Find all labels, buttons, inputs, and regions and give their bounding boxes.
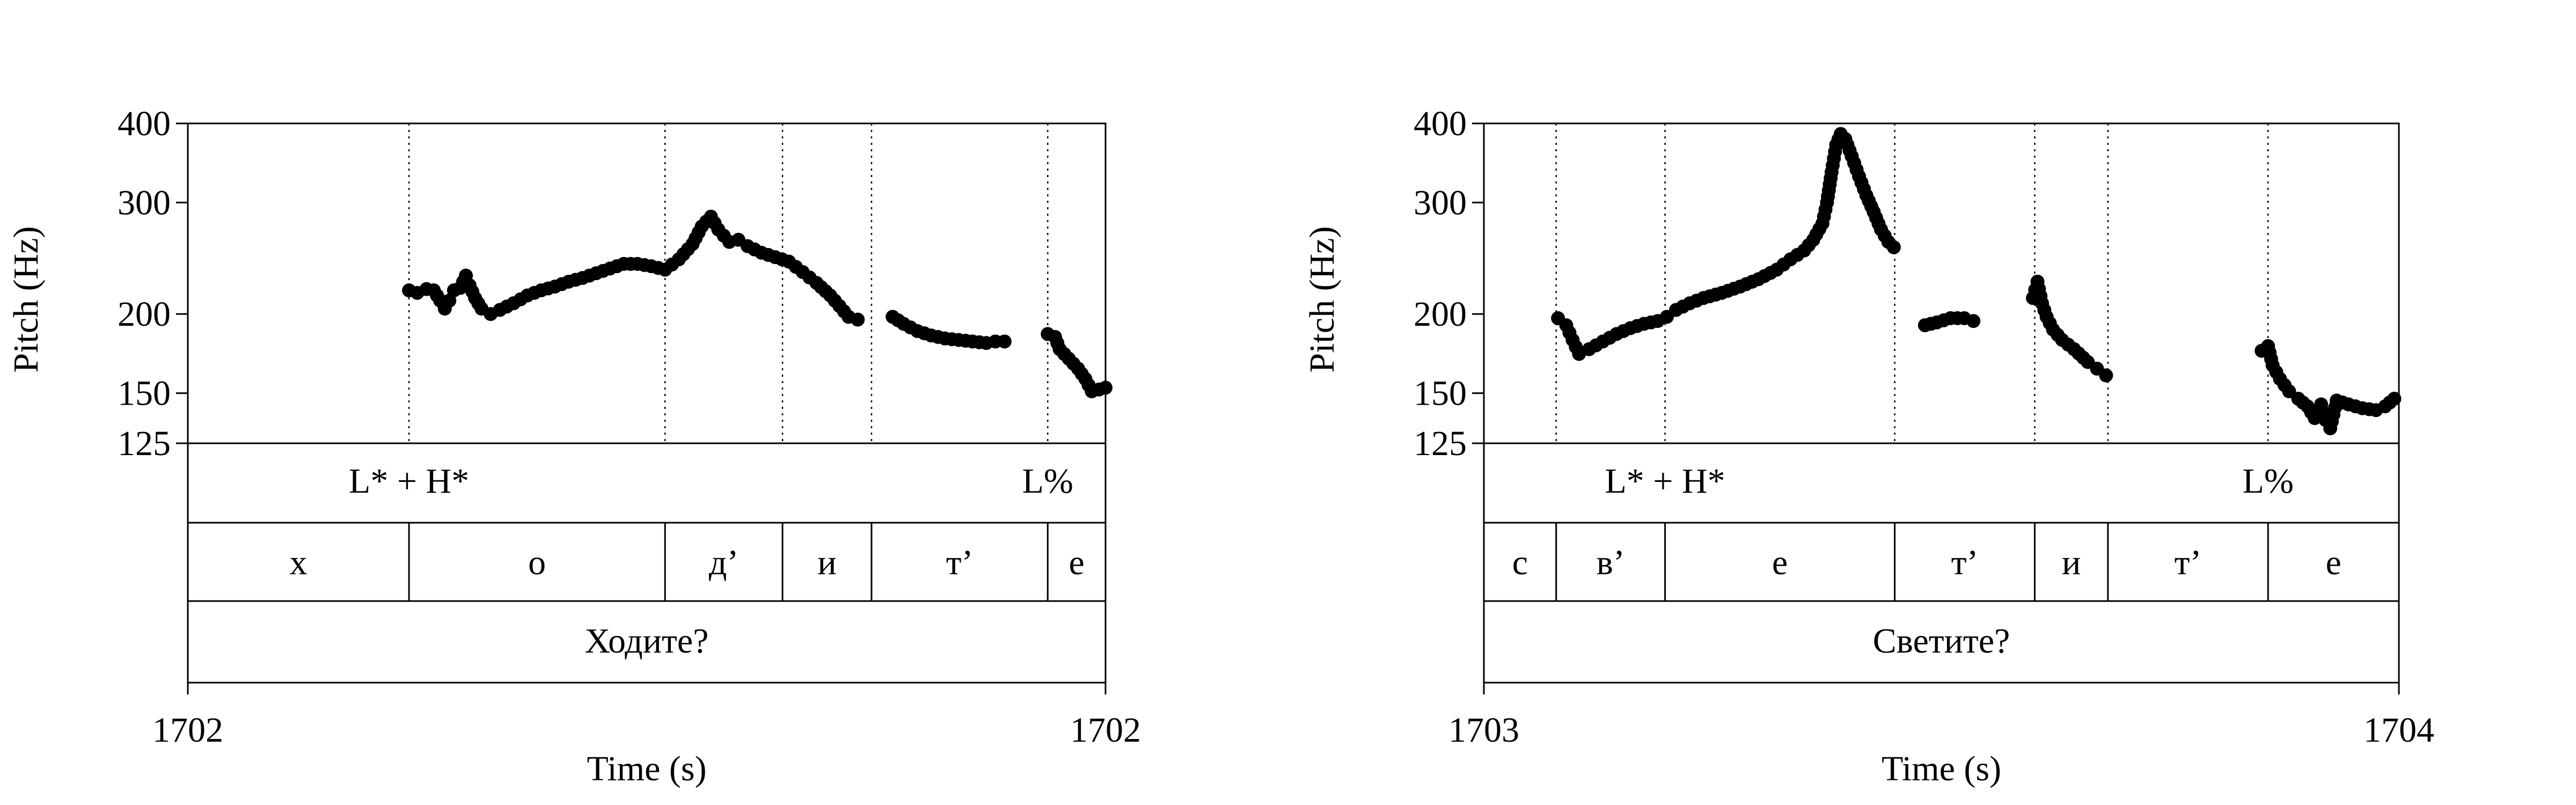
- y-tick-label: 400: [118, 104, 171, 143]
- pitch-plot-frame: [187, 122, 1107, 444]
- x-axis-label: Time (s): [587, 749, 706, 788]
- x-tick-label: 1702: [152, 711, 223, 750]
- segment-label: х: [290, 543, 308, 582]
- tone-label: L* + H*: [1605, 462, 1725, 501]
- segment-label: т’: [946, 543, 974, 582]
- y-tick-label: 200: [118, 295, 171, 334]
- tone-label: L%: [2243, 462, 2294, 501]
- y-tick-label: 300: [118, 183, 171, 222]
- y-tick-label: 125: [118, 424, 171, 463]
- x-tick-label: 1704: [2363, 711, 2434, 750]
- pitch-point: [1886, 240, 1901, 254]
- word-label: Светите?: [1873, 621, 2010, 661]
- pitch-contour: [2026, 274, 2113, 383]
- pitch-plot-frame: [1483, 122, 2400, 444]
- word-tier-frame: [187, 600, 1107, 684]
- segment-label: д’: [709, 543, 739, 582]
- tone-label: L%: [1022, 462, 1073, 501]
- segment-label: т’: [2175, 543, 2202, 582]
- chart-panel-1: 125 150 200 300 400 Pitch (Hz) 1702 1702 Time (s…: [6, 104, 1141, 788]
- pitch-contour: [402, 209, 865, 327]
- y-tick-label: 200: [1414, 295, 1467, 334]
- pitch-point: [997, 334, 1012, 349]
- tone-label: L* + H*: [349, 462, 469, 501]
- y-axis-label: Pitch (Hz): [1302, 226, 1342, 372]
- y-tick-label: 150: [1414, 374, 1467, 413]
- chart-panel-2: 125 150 200 300 400 Pitch (Hz) 1703 1704 Time (s…: [1302, 104, 2434, 788]
- pitch-point: [851, 312, 865, 327]
- y-tick-label: 300: [1414, 183, 1467, 222]
- x-axis-label: Time (s): [1882, 749, 2001, 788]
- pitch-point: [2387, 391, 2402, 406]
- segment-label: е: [1069, 543, 1084, 582]
- pitch-contour: [2255, 339, 2402, 436]
- segment-label: и: [2062, 543, 2081, 582]
- segment-label: и: [817, 543, 836, 582]
- y-tick-label: 125: [1414, 424, 1467, 463]
- pitch-point: [1966, 314, 1981, 328]
- segment-label: с: [1512, 543, 1528, 582]
- pitch-contour: [885, 310, 1012, 350]
- segment-label: е: [1772, 543, 1788, 582]
- word-label: Ходите?: [585, 621, 709, 661]
- pitch-contour: [1551, 127, 1901, 361]
- y-tick-label: 150: [118, 374, 171, 413]
- y-axis-label: Pitch (Hz): [6, 226, 46, 372]
- pitch-point: [1099, 380, 1113, 395]
- segment-label: е: [2325, 543, 2341, 582]
- word-tier-frame: [1483, 600, 2400, 684]
- segment-label: в’: [1597, 543, 1625, 582]
- x-tick-label: 1703: [1448, 711, 1519, 750]
- segment-label: о: [528, 543, 546, 582]
- pitch-point: [2099, 368, 2113, 383]
- pitch-contour: [1918, 311, 1981, 333]
- segment-label: т’: [1951, 543, 1979, 582]
- y-tick-label: 400: [1414, 104, 1467, 143]
- pitch-contour: [1041, 327, 1113, 399]
- tone-tier-frame: [187, 442, 1107, 524]
- x-tick-label: 1702: [1070, 711, 1141, 750]
